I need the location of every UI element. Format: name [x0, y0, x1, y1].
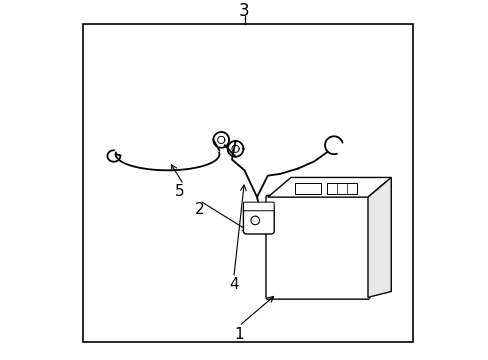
Text: 5: 5: [175, 184, 184, 199]
Text: 4: 4: [228, 277, 238, 292]
FancyBboxPatch shape: [243, 205, 274, 234]
FancyBboxPatch shape: [265, 195, 369, 299]
Text: 2: 2: [195, 202, 204, 217]
Polygon shape: [367, 177, 390, 297]
Bar: [83, 23, 412, 342]
Polygon shape: [267, 177, 390, 197]
Bar: [294, 183, 321, 194]
FancyBboxPatch shape: [243, 202, 274, 211]
Bar: [326, 183, 357, 194]
Text: 1: 1: [234, 328, 244, 342]
Text: 3: 3: [239, 2, 249, 20]
Circle shape: [250, 216, 259, 225]
